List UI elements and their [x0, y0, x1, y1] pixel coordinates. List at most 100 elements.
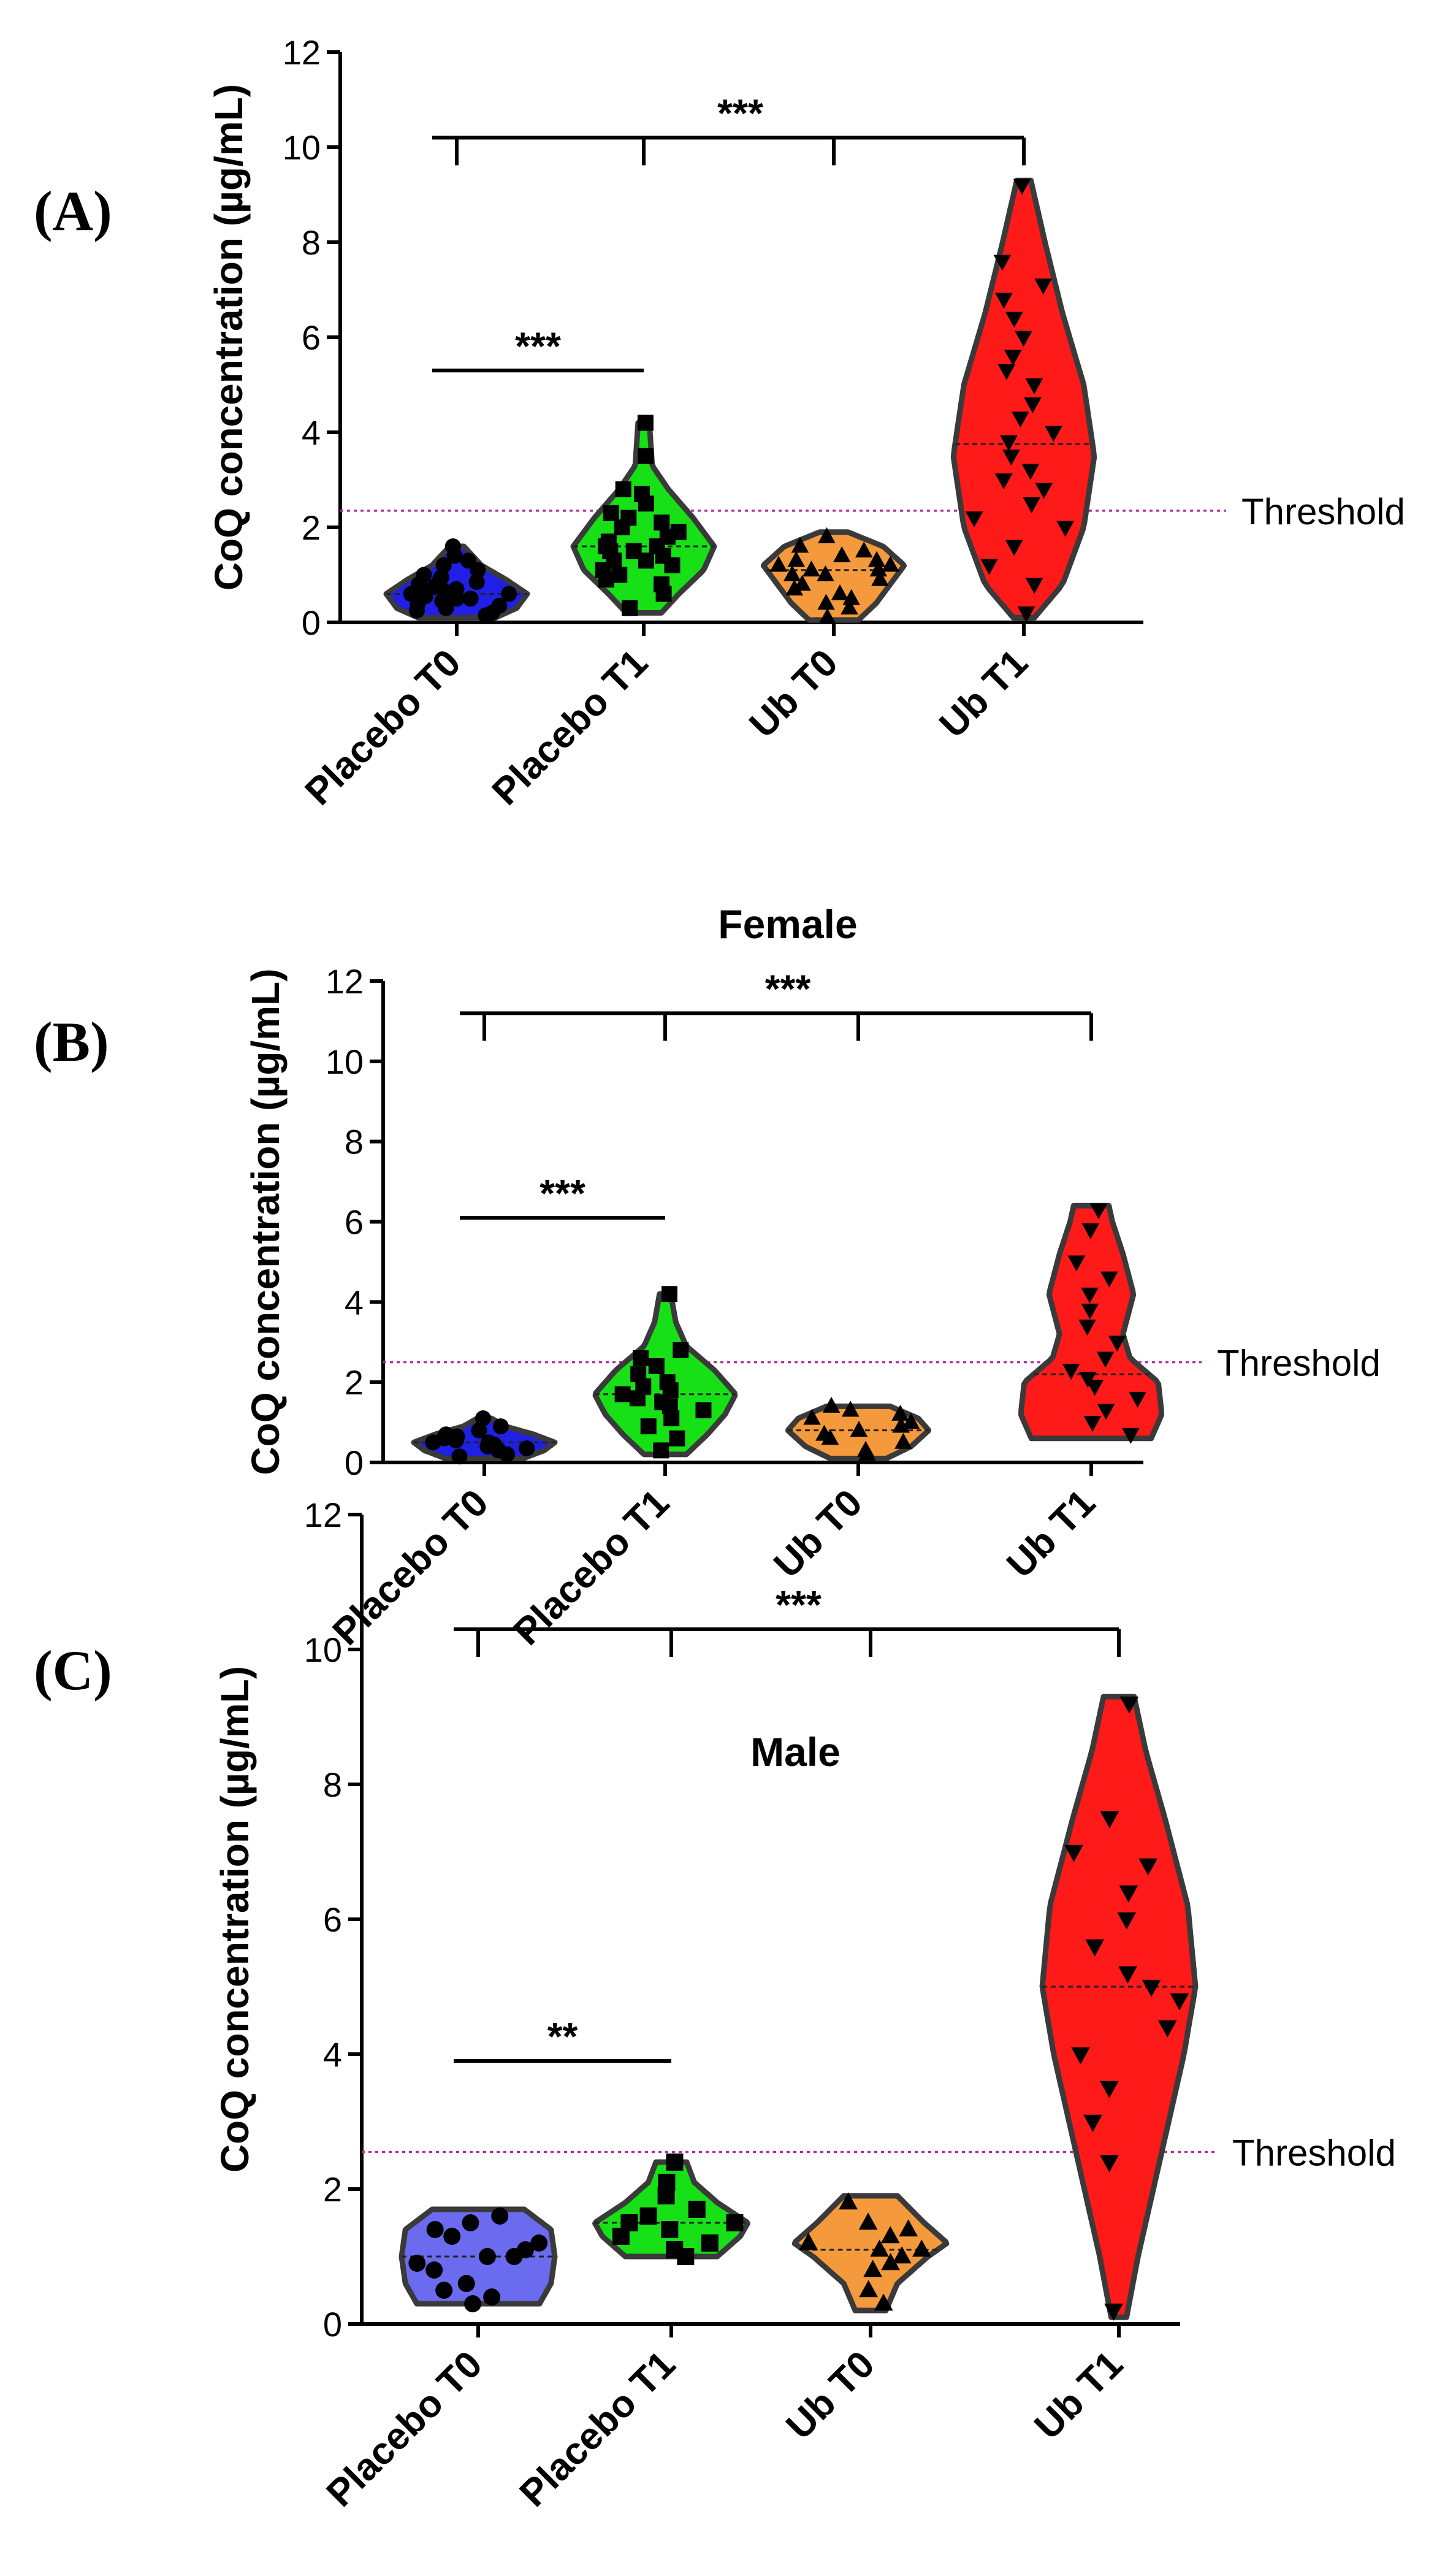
data-point — [1005, 540, 1023, 556]
data-point — [912, 2239, 931, 2257]
data-point — [1157, 2020, 1177, 2038]
data-point — [444, 538, 461, 554]
data-point — [614, 1386, 631, 1402]
y-tick-label: 2 — [323, 2170, 342, 2209]
y-axis-title: CoQ concentration (µg/mL) — [207, 84, 251, 590]
data-point — [666, 2241, 684, 2258]
data-point — [726, 2214, 744, 2231]
x-category-label: Placebo T0 — [319, 2343, 490, 2515]
data-point — [661, 1286, 677, 1302]
data-point — [640, 1418, 657, 1435]
data-point — [791, 537, 809, 553]
y-tick-label: 12 — [326, 962, 364, 1001]
data-point — [965, 511, 983, 528]
y-tick-label: 8 — [302, 223, 321, 262]
data-point — [1005, 311, 1023, 328]
data-point — [480, 1434, 497, 1451]
data-point — [1067, 1255, 1086, 1272]
data-point — [892, 1416, 910, 1433]
data-point — [785, 579, 804, 596]
data-point — [530, 2234, 548, 2252]
chart-title: Male — [750, 1729, 841, 1775]
x-category-label: Ub T0 — [766, 1481, 871, 1586]
y-tick-label: 0 — [345, 1443, 364, 1482]
x-category-label: Ub T0 — [741, 641, 846, 746]
data-point — [995, 292, 1013, 309]
data-point — [880, 2226, 900, 2244]
y-tick-label: 2 — [345, 1363, 364, 1402]
significance-label: ** — [547, 2014, 578, 2058]
data-point — [468, 574, 485, 590]
data-point — [850, 1421, 868, 1437]
data-point — [815, 1424, 833, 1441]
data-point — [841, 598, 858, 615]
panel-a: (A) 0 2 4 6 8 10 12 CoQ concentration (µg/mL) Pla… — [34, 33, 1405, 813]
data-point — [783, 565, 801, 581]
data-point — [817, 594, 835, 610]
violin-body — [1039, 1694, 1199, 2320]
data-point — [464, 2295, 482, 2312]
data-point — [1056, 521, 1074, 537]
violin-ub-t1 — [1018, 1202, 1164, 1444]
y-tick-label: 6 — [323, 1900, 342, 1939]
data-point — [435, 2282, 453, 2299]
y-tick-label: 10 — [326, 1042, 364, 1081]
data-point — [654, 576, 670, 592]
data-point — [638, 552, 654, 569]
significance-label: *** — [765, 966, 811, 1011]
data-point — [492, 1418, 509, 1435]
data-point — [803, 560, 820, 577]
threshold-label: Threshold — [1217, 1342, 1381, 1383]
data-point — [426, 2221, 444, 2238]
data-point — [462, 590, 479, 607]
violin-ub-t0 — [791, 2192, 950, 2314]
data-point — [1104, 2303, 1123, 2321]
data-point — [612, 2228, 630, 2245]
data-point — [1089, 1203, 1108, 1220]
data-point — [793, 575, 811, 591]
data-point — [491, 597, 508, 614]
data-point — [882, 556, 899, 572]
data-point — [902, 1412, 920, 1429]
data-point — [462, 2214, 479, 2231]
data-point — [869, 560, 888, 577]
data-point — [1086, 1380, 1104, 1396]
panel-label: (B) — [34, 1011, 109, 1073]
data-point — [1004, 350, 1022, 366]
data-point — [1023, 497, 1041, 513]
panel-label: (A) — [34, 180, 112, 242]
data-point — [1142, 1979, 1161, 1997]
data-point — [1119, 1885, 1138, 1903]
data-point — [661, 2221, 679, 2238]
data-point — [695, 1402, 712, 1418]
data-point — [894, 1432, 912, 1449]
data-point — [841, 1401, 860, 1417]
y-tick-label: 4 — [345, 1283, 364, 1321]
y-tick-label: 2 — [302, 508, 321, 547]
data-point — [859, 2280, 879, 2298]
y-axis-title: CoQ concentration (µg/mL) — [213, 1666, 257, 2173]
data-point — [657, 2187, 675, 2204]
data-point — [654, 514, 670, 531]
y-tick-label: 0 — [302, 603, 321, 642]
violin-placebo-t0 — [398, 2206, 558, 2312]
y-tick-label: 6 — [302, 318, 321, 357]
data-point — [899, 2219, 918, 2237]
panel-c: (C) Male 0 2 4 6 8 10 12 CoQ concentration (µg/mL… — [34, 1496, 1396, 2515]
data-point — [831, 584, 849, 600]
data-point — [1081, 1304, 1099, 1320]
x-category-label: Ub T1 — [931, 641, 1036, 746]
data-point — [622, 600, 638, 616]
violin-ub-t0 — [761, 527, 907, 624]
data-point — [1021, 464, 1040, 480]
data-point — [994, 473, 1013, 490]
data-point — [1117, 1912, 1137, 1930]
data-point — [1013, 178, 1031, 195]
data-point — [519, 1440, 535, 1457]
data-point — [1138, 1858, 1158, 1876]
data-point — [1025, 578, 1043, 594]
data-point — [666, 2154, 684, 2171]
data-point — [833, 546, 851, 562]
violin-placebo-t1 — [570, 415, 717, 616]
data-point — [818, 608, 836, 624]
